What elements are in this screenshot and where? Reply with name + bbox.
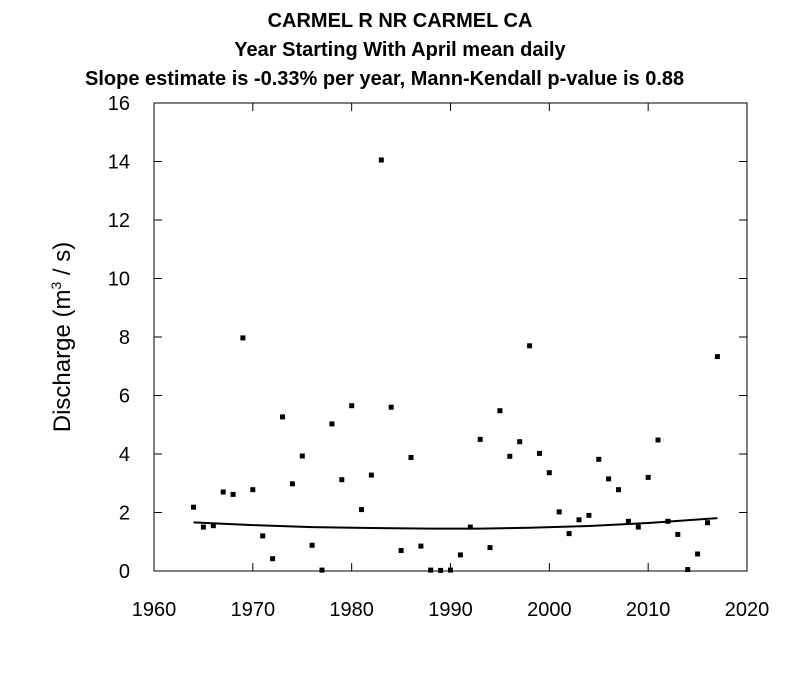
data-point	[359, 507, 364, 513]
data-point	[210, 523, 216, 529]
data-point	[428, 567, 434, 573]
data-point	[705, 520, 710, 526]
x-tick-label: 1960	[132, 599, 177, 621]
data-point	[230, 491, 236, 497]
data-point	[319, 567, 325, 573]
data-point	[339, 477, 345, 483]
data-point	[349, 403, 355, 409]
data-point	[250, 487, 256, 493]
y-tick-label: 12	[108, 210, 130, 232]
data-point	[625, 518, 631, 524]
y-axis-label: Discharge (m3 / s)	[48, 242, 76, 433]
data-point	[260, 533, 266, 539]
x-tick-label: 1990	[428, 599, 473, 621]
data-point	[566, 531, 572, 537]
y-tick-label: 0	[119, 561, 130, 583]
data-point	[517, 439, 523, 445]
y-axis-label-end: / s)	[49, 242, 76, 282]
data-point	[645, 474, 651, 480]
x-tick-label: 2000	[527, 599, 572, 621]
data-point	[695, 551, 701, 557]
data-points	[191, 157, 720, 573]
data-point	[457, 552, 463, 558]
data-point	[388, 404, 394, 410]
chart-subtitle-stats: Slope estimate is -0.33% per year, Mann-…	[85, 68, 685, 90]
data-point	[497, 408, 503, 414]
x-tick-label: 2010	[626, 599, 671, 621]
y-axis-label-superscript: 3	[48, 282, 64, 290]
data-point	[675, 531, 681, 537]
x-tick-label: 1980	[329, 599, 374, 621]
data-point	[546, 470, 552, 476]
data-point	[368, 472, 374, 478]
data-point	[477, 436, 483, 442]
y-tick-label: 10	[108, 269, 130, 291]
data-point	[191, 504, 196, 510]
data-point	[606, 476, 612, 482]
data-point	[507, 453, 513, 459]
y-tick-label: 16	[108, 93, 130, 115]
data-point	[289, 481, 295, 487]
data-point	[586, 512, 592, 518]
data-point	[714, 354, 720, 360]
data-point	[467, 524, 473, 530]
data-point	[398, 548, 404, 553]
y-axis: 0 2 4 6 8 10 12 14 16	[108, 93, 747, 583]
trend-line	[193, 517, 718, 530]
y-tick-label: 4	[119, 444, 130, 466]
data-point	[576, 517, 582, 523]
data-point	[329, 421, 335, 427]
data-point	[200, 524, 206, 530]
y-axis-label-main: Discharge (m	[49, 290, 76, 433]
x-tick-label: 1970	[231, 599, 276, 621]
y-tick-label: 2	[119, 503, 130, 525]
data-point	[556, 509, 562, 515]
data-point	[280, 414, 285, 420]
chart-title: CARMEL R NR CARMEL CA	[267, 10, 533, 32]
data-point	[635, 524, 641, 530]
data-point	[270, 556, 276, 562]
data-point	[616, 487, 621, 493]
data-point	[408, 455, 414, 460]
data-point	[665, 518, 671, 524]
y-tick-label: 14	[108, 152, 130, 174]
chart-subtitle: Year Starting With April mean daily	[234, 39, 566, 61]
y-tick-label: 6	[119, 386, 130, 408]
data-point	[418, 543, 424, 549]
data-point	[487, 545, 493, 551]
y-tick-label: 8	[119, 327, 130, 349]
data-point	[240, 335, 246, 341]
data-point	[596, 456, 602, 462]
x-tick-label: 2020	[725, 599, 770, 621]
data-point	[685, 567, 691, 572]
data-point	[527, 343, 533, 349]
x-axis: 1960 1970 1980 1990 2000 2010 2020	[132, 103, 770, 621]
data-point	[299, 453, 305, 459]
data-point	[220, 489, 226, 495]
data-point	[309, 542, 315, 548]
data-point	[378, 157, 384, 163]
data-point	[537, 450, 542, 456]
data-point	[448, 567, 453, 573]
data-point	[655, 437, 661, 443]
data-point	[438, 567, 444, 573]
